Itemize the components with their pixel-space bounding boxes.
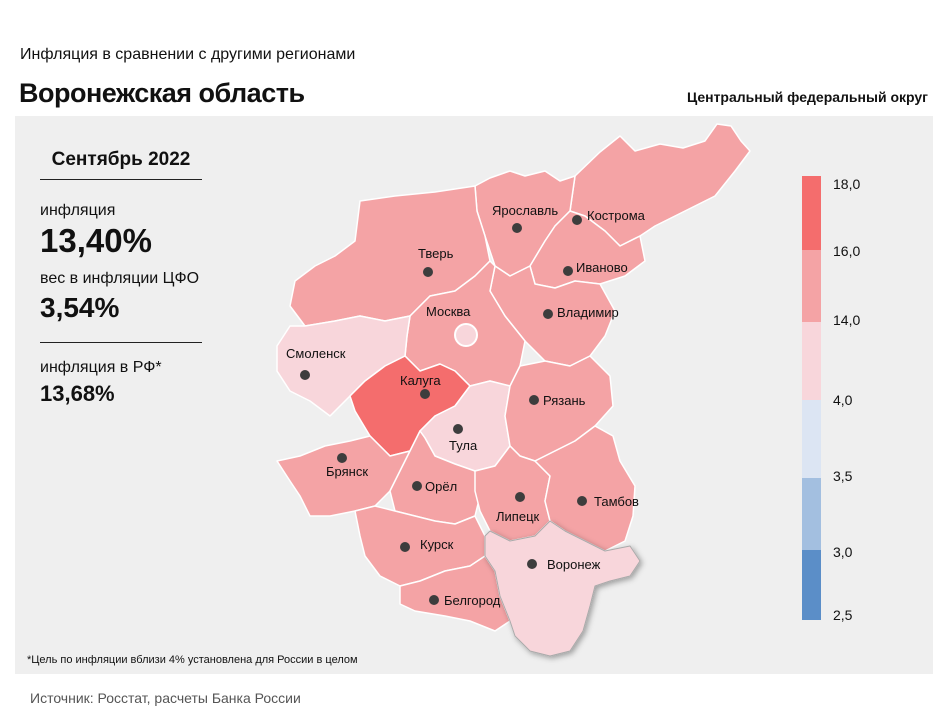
main-panel: Сентябрь 2022 инфляция 13,40% вес в инфл…: [15, 116, 933, 674]
label-tambov: Тамбов: [594, 494, 639, 509]
legend-tick-5: 3,5: [833, 468, 853, 484]
legend-tick-2: 16,0: [833, 243, 860, 259]
legend-tick-7: 2,5: [833, 607, 853, 623]
inflation-value: 13,40%: [40, 222, 152, 259]
legend-band-6: [802, 550, 821, 620]
source-note: Источник: Росстат, расчеты Банка России: [30, 690, 301, 706]
region-voronezh[interactable]: [484, 520, 641, 657]
color-legend: 18,0 16,0 14,0 4,0 3,5 3,0 2,5: [802, 176, 860, 623]
regions-map: Смоленск Тверь Ярославль Кострома Иванов…: [276, 123, 860, 657]
label-yaroslavl: Ярославль: [492, 203, 558, 218]
label-tula: Тула: [449, 438, 478, 453]
legend-band-4: [802, 400, 821, 478]
legend-tick-6: 3,0: [833, 544, 853, 560]
label-ivanovo: Иваново: [576, 260, 628, 275]
marker-kostroma: [572, 215, 582, 225]
page-subtitle: Инфляция в сравнении с другими регионами: [20, 46, 356, 63]
marker-ivanovo: [563, 266, 573, 276]
marker-voronezh: [527, 559, 537, 569]
label-belgorod: Белгород: [444, 593, 501, 608]
moscow-city-marker: [454, 323, 478, 347]
footnote: *Цель по инфляции вблизи 4% установлена …: [27, 654, 358, 666]
label-kursk: Курск: [420, 537, 454, 552]
rf-inflation-label: инфляция в РФ*: [40, 359, 162, 376]
legend-band-5: [802, 478, 821, 550]
page-title: Воронежская область: [19, 78, 305, 108]
marker-tver: [423, 267, 433, 277]
label-tver: Тверь: [418, 246, 454, 261]
stats-divider: [40, 342, 202, 343]
inflation-label: инфляция: [40, 202, 116, 219]
legend-band-1: [802, 176, 821, 250]
marker-bryansk: [337, 453, 347, 463]
rf-inflation-value: 13,68%: [40, 381, 115, 406]
label-ryazan: Рязань: [543, 393, 586, 408]
legend-band-2: [802, 250, 821, 322]
marker-vladimir: [543, 309, 553, 319]
marker-orel: [412, 481, 422, 491]
legend-tick-3: 14,0: [833, 312, 860, 328]
marker-kaluga: [420, 389, 430, 399]
period-label: Сентябрь 2022: [40, 144, 202, 180]
label-voronezh: Воронеж: [547, 557, 601, 572]
label-smolensk: Смоленск: [286, 346, 346, 361]
marker-yaroslavl: [512, 223, 522, 233]
marker-kursk: [400, 542, 410, 552]
region-tambov[interactable]: [534, 425, 636, 552]
marker-ryazan: [529, 395, 539, 405]
marker-lipetsk: [515, 492, 525, 502]
legend-tick-4: 4,0: [833, 392, 853, 408]
label-bryansk: Брянск: [326, 464, 368, 479]
label-lipetsk: Липецк: [496, 509, 540, 524]
weight-label: вес в инфляции ЦФО: [40, 270, 200, 287]
marker-tula: [453, 424, 463, 434]
legend-tick-1: 18,0: [833, 176, 860, 192]
label-kaluga: Калуга: [400, 373, 441, 388]
stats-block: Сентябрь 2022 инфляция 13,40% вес в инфл…: [40, 144, 205, 407]
marker-tambov: [577, 496, 587, 506]
label-kostroma: Кострома: [587, 208, 646, 223]
legend-band-3: [802, 322, 821, 400]
marker-smolensk: [300, 370, 310, 380]
label-vladimir: Владимир: [557, 305, 619, 320]
label-moscow: Москва: [426, 304, 471, 319]
district-label: Центральный федеральный округ: [686, 89, 928, 105]
marker-belgorod: [429, 595, 439, 605]
label-orel: Орёл: [425, 479, 457, 494]
weight-value: 3,54%: [40, 292, 120, 323]
